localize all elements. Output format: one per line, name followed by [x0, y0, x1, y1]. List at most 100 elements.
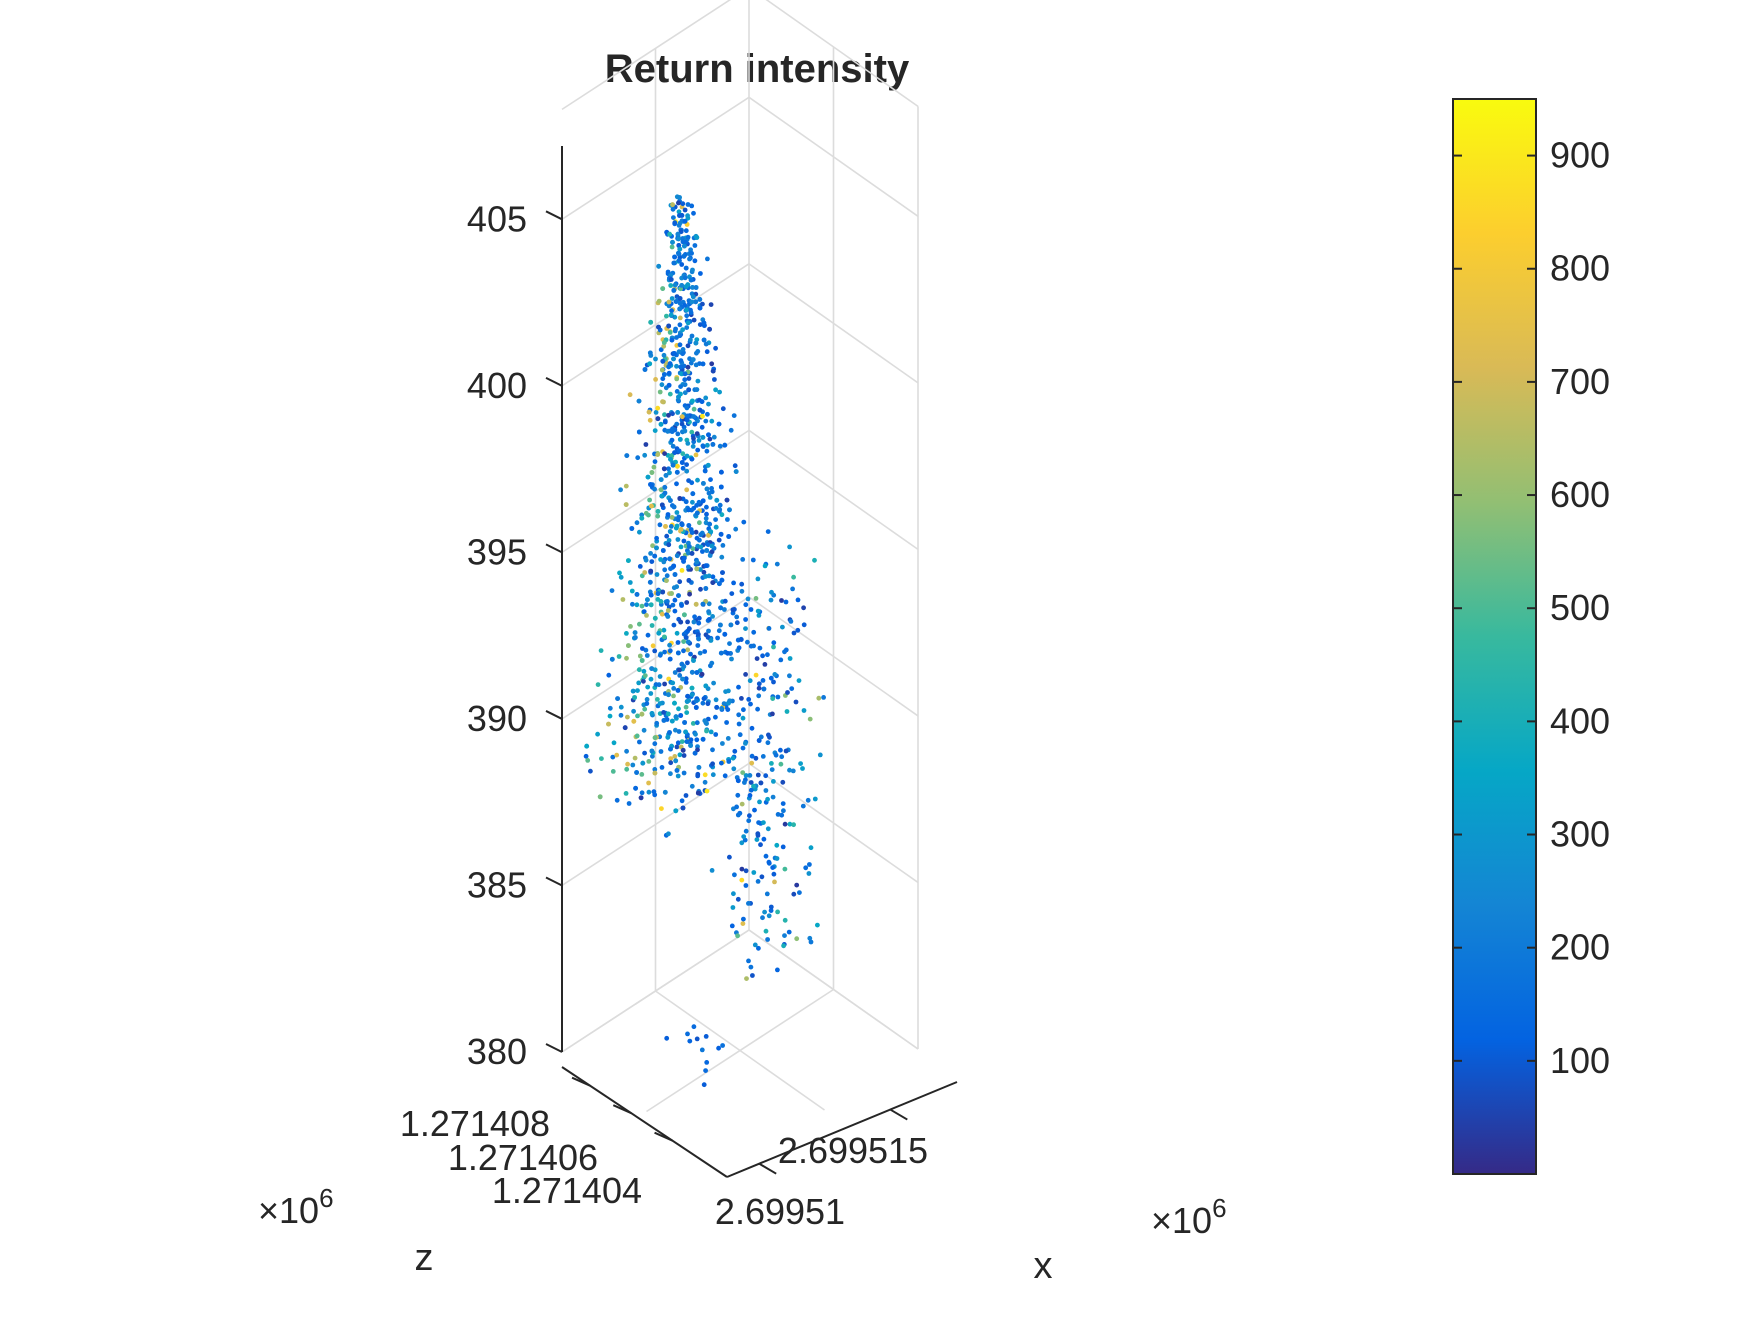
- data-point: [701, 696, 707, 701]
- data-point: [660, 358, 666, 364]
- data-point: [645, 597, 650, 603]
- data-point: [686, 523, 692, 528]
- data-point: [625, 761, 630, 767]
- data-point: [704, 448, 710, 454]
- data-point: [806, 871, 812, 876]
- data-point: [649, 748, 655, 754]
- data-point: [760, 678, 766, 683]
- data-point: [731, 766, 737, 772]
- colorbar-tick-label: 200: [1550, 927, 1610, 968]
- data-point: [801, 622, 807, 628]
- data-point: [677, 752, 683, 758]
- data-point: [672, 220, 678, 226]
- data-point: [642, 706, 648, 712]
- data-point: [706, 601, 712, 607]
- data-point: [702, 468, 708, 474]
- data-point: [595, 731, 600, 737]
- data-point: [689, 429, 695, 435]
- data-point: [674, 553, 680, 559]
- data-point: [701, 569, 707, 575]
- data-point: [665, 269, 671, 275]
- data-point: [679, 739, 685, 744]
- data-point: [753, 596, 759, 601]
- data-point: [694, 387, 700, 392]
- data-point: [654, 535, 659, 541]
- data-point: [679, 421, 685, 427]
- data-point: [739, 877, 745, 883]
- data-point: [693, 731, 698, 737]
- data-point: [812, 796, 818, 802]
- data-point: [693, 601, 699, 607]
- data-point: [743, 672, 748, 677]
- data-point: [726, 759, 732, 764]
- data-point: [790, 768, 796, 774]
- data-point: [743, 828, 749, 834]
- data-point: [693, 362, 699, 368]
- data-point: [685, 647, 691, 653]
- data-point: [695, 477, 700, 483]
- data-point: [670, 206, 676, 212]
- axes-grid: [561, 0, 919, 1113]
- data-point: [661, 340, 667, 345]
- data-point: [713, 524, 719, 530]
- data-point: [626, 643, 631, 648]
- data-point: [671, 215, 676, 221]
- data-point: [705, 462, 711, 468]
- data-point: [741, 519, 747, 525]
- z-axis-tick: [545, 376, 563, 387]
- data-point: [748, 701, 753, 707]
- data-point: [655, 597, 661, 602]
- data-point: [770, 696, 776, 701]
- data-point: [655, 697, 660, 702]
- data-point: [664, 573, 670, 579]
- data-point: [705, 634, 711, 640]
- data-point: [726, 534, 732, 539]
- data-point: [647, 579, 653, 585]
- data-point: [664, 1035, 670, 1041]
- data-point: [770, 711, 775, 717]
- data-point: [588, 768, 593, 774]
- data-point: [634, 602, 640, 608]
- data-point: [706, 401, 711, 407]
- data-point: [782, 866, 788, 872]
- data-point: [669, 337, 675, 343]
- data-point: [658, 477, 664, 482]
- data-point: [787, 673, 792, 679]
- data-point: [691, 658, 696, 663]
- data-point: [722, 631, 728, 637]
- data-point: [670, 602, 676, 608]
- data-point: [632, 755, 638, 761]
- data-point: [765, 826, 771, 832]
- data-point: [701, 320, 707, 326]
- colorbar: 100 200 300 400 500 600 700 800 900: [1452, 98, 1610, 1175]
- data-point: [756, 945, 761, 951]
- data-point: [780, 844, 786, 850]
- data-point: [743, 741, 748, 746]
- data-point: [667, 391, 673, 397]
- data-point: [700, 435, 706, 440]
- data-point: [684, 325, 690, 330]
- data-point: [696, 615, 702, 621]
- data-point: [794, 882, 800, 888]
- data-point: [666, 323, 672, 329]
- data-point: [708, 302, 714, 307]
- data-point: [801, 605, 806, 611]
- data-point: [714, 497, 720, 503]
- data-point: [704, 486, 710, 492]
- data-point: [685, 234, 691, 240]
- data-point: [821, 695, 826, 700]
- data-point: [675, 740, 681, 746]
- data-point: [664, 578, 669, 583]
- data-point: [753, 672, 759, 678]
- data-point: [628, 624, 633, 629]
- data-point: [611, 740, 617, 746]
- data-point: [739, 840, 745, 846]
- data-point: [624, 655, 629, 661]
- data-point: [753, 755, 759, 761]
- z-axis-tick: [545, 876, 563, 887]
- data-point: [745, 639, 750, 645]
- data-point: [649, 470, 655, 475]
- data-point: [671, 351, 677, 356]
- data-point: [734, 804, 739, 810]
- data-point: [775, 694, 781, 700]
